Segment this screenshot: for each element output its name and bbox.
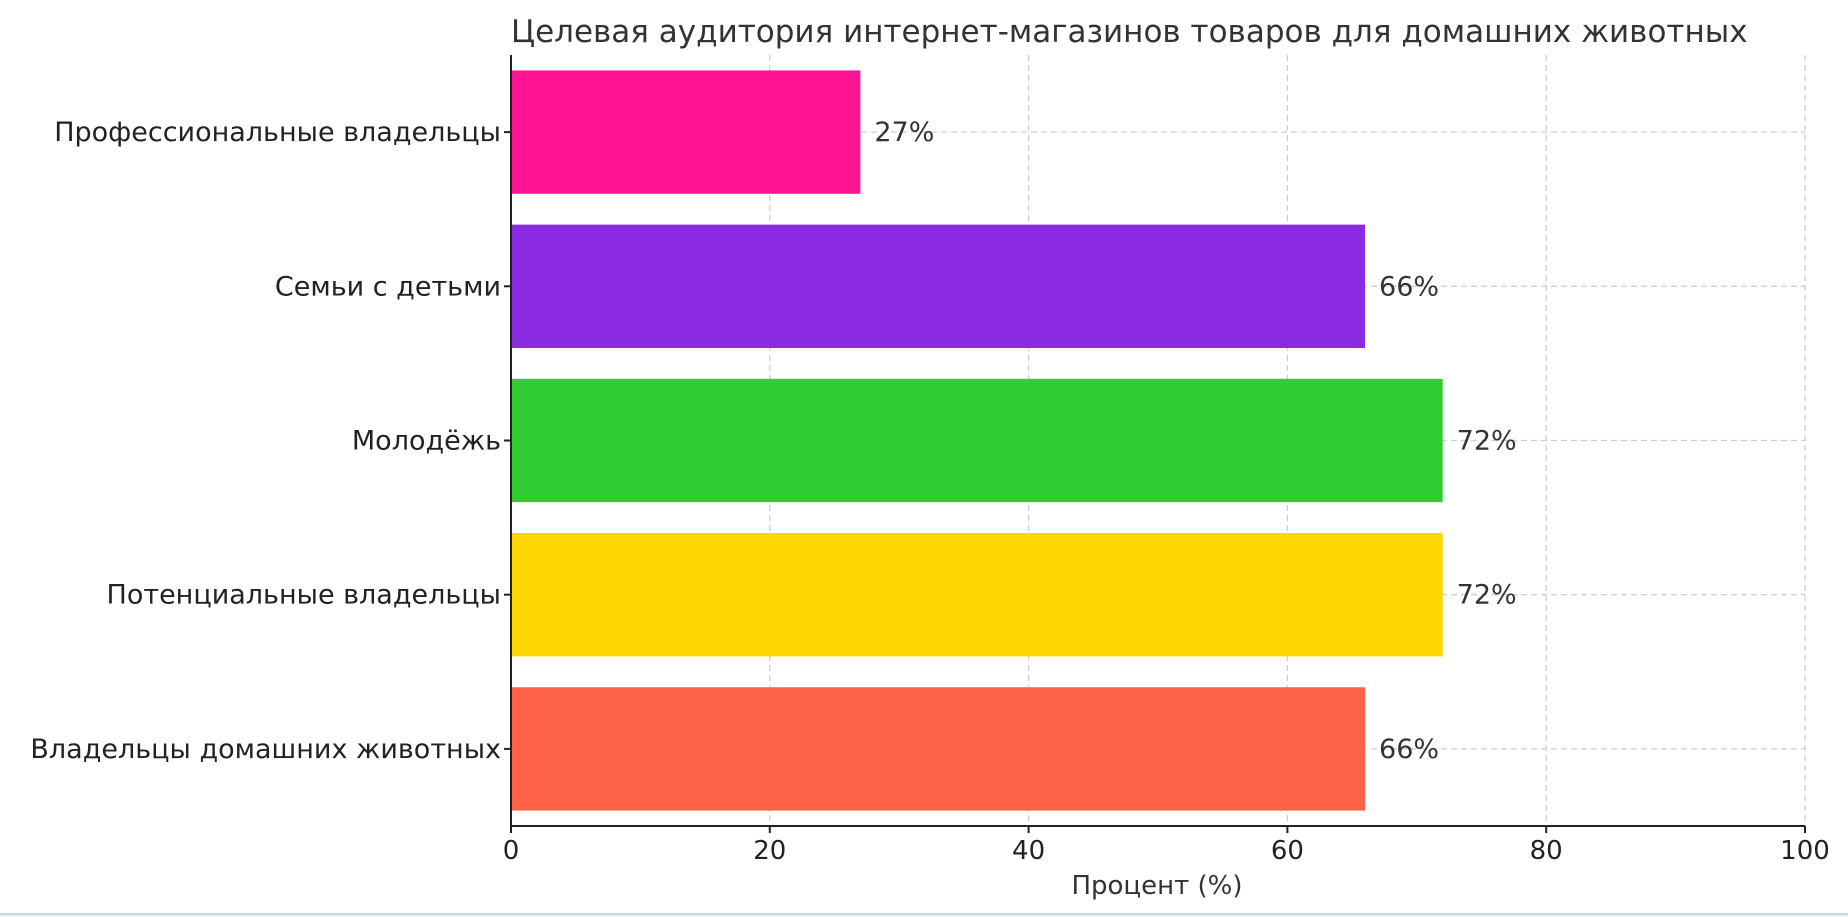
x-tick-label: 60 <box>1271 836 1304 866</box>
axes <box>504 55 1806 833</box>
value-labels: 27% 66% 72% 72% 66% <box>874 117 1516 765</box>
category-labels: Профессиональные владельцы Семьи с детьми… <box>30 117 501 765</box>
x-axis-title: Процент (%) <box>1071 871 1242 901</box>
category-label: Семьи с детьми <box>275 271 501 302</box>
value-label: 27% <box>874 117 934 148</box>
bars <box>511 70 1443 811</box>
x-tick-labels: 0 20 40 60 80 100 <box>503 836 1830 866</box>
chart-title: Целевая аудитория интернет-магазинов тов… <box>511 14 1748 50</box>
category-label: Потенциальные владельцы <box>107 580 501 611</box>
value-label: 72% <box>1457 580 1517 611</box>
bar <box>511 224 1366 348</box>
bar <box>511 70 861 194</box>
value-label: 66% <box>1379 734 1439 765</box>
bar <box>511 533 1443 657</box>
category-label: Молодёжь <box>352 426 501 457</box>
x-tick-label: 100 <box>1780 836 1830 866</box>
value-label: 72% <box>1457 426 1517 457</box>
x-tick-label: 80 <box>1530 836 1563 866</box>
bar <box>511 687 1366 811</box>
x-tick-label: 40 <box>1012 836 1045 866</box>
category-label: Владельцы домашних животных <box>30 734 501 765</box>
value-label: 66% <box>1379 271 1439 302</box>
x-tick-label: 20 <box>753 836 786 866</box>
category-label: Профессиональные владельцы <box>54 117 501 148</box>
bar <box>511 378 1443 503</box>
x-tick-label: 0 <box>503 836 520 866</box>
